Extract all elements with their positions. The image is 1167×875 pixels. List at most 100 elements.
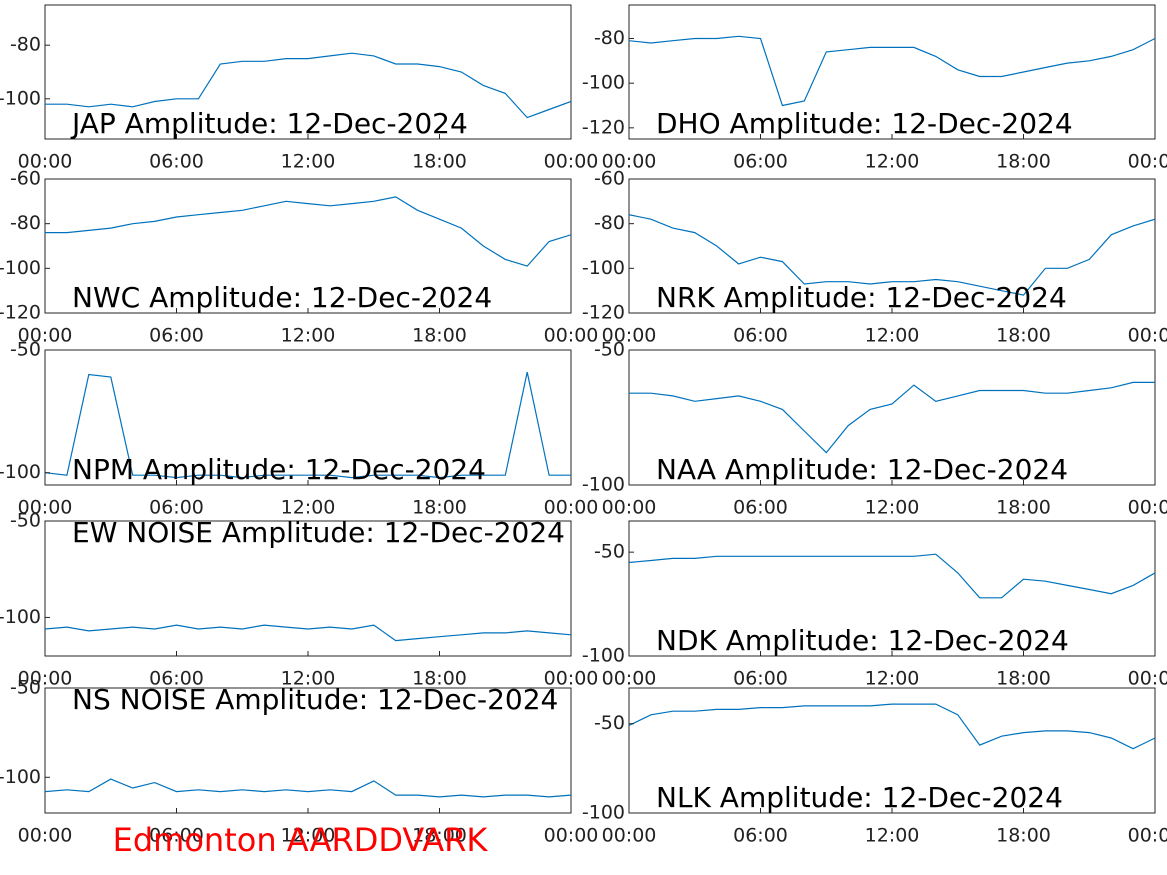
- x-tick-label: 00:00: [602, 151, 657, 173]
- panel: -100 -50 00:00 06:00 12:00 18:00 00:00 NLK Ampl…: [582, 687, 1167, 847]
- panel: -120 -100 -80 00:00 06:00 12:00 18:00 00:00 DHO …: [582, 4, 1167, 173]
- chart-title: NLK Amplitude: 12-Dec-2024: [656, 781, 1063, 814]
- x-tick-label: 00:00: [544, 825, 599, 847]
- x-tick-label: 00:00: [602, 497, 657, 519]
- y-tick-label: -120: [582, 302, 625, 324]
- y-tick-label: -50: [10, 339, 41, 361]
- y-tick-label: -80: [10, 212, 41, 234]
- y-tick-label: -120: [582, 116, 625, 138]
- x-tick-label: 18:00: [996, 151, 1051, 173]
- x-tick-label: 00:00: [544, 668, 599, 690]
- x-tick-label: 06:00: [733, 668, 788, 690]
- y-tick-label: -80: [594, 212, 625, 234]
- panel: -100 -50 00:00 06:00 12:00 18:00 00:00 NAA Ampl…: [582, 339, 1167, 519]
- y-tick-label: -100: [582, 645, 625, 667]
- x-tick-label: 18:00: [996, 325, 1051, 347]
- chart-title: NAA Amplitude: 12-Dec-2024: [656, 453, 1068, 486]
- x-tick-label: 06:00: [733, 325, 788, 347]
- x-tick-label: 00:00: [18, 825, 73, 847]
- x-tick-label: 18:00: [412, 151, 467, 173]
- y-tick-label: -100: [582, 72, 625, 94]
- chart-title: NS NOISE Amplitude: 12-Dec-2024: [72, 683, 558, 716]
- x-tick-label: 00:00: [1128, 825, 1167, 847]
- y-tick-label: -100: [582, 802, 625, 824]
- x-tick-label: 00:00: [602, 668, 657, 690]
- signal-line: [45, 371, 571, 479]
- x-tick-label: 00:00: [1128, 151, 1167, 173]
- x-tick-label: 06:00: [149, 825, 204, 847]
- chart-title: NPM Amplitude: 12-Dec-2024: [72, 453, 486, 486]
- signal-line: [45, 624, 571, 642]
- panel: -100 -50 00:00 06:00 12:00 18:00 00:00 NPM Ampl…: [0, 339, 598, 519]
- x-tick-label: 00:00: [18, 151, 73, 173]
- y-tick-label: -120: [0, 302, 41, 324]
- x-tick-label: 18:00: [412, 668, 467, 690]
- y-tick-label: -100: [0, 461, 41, 483]
- x-tick-label: 06:00: [149, 325, 204, 347]
- x-tick-label: 12:00: [865, 151, 920, 173]
- x-tick-label: 12:00: [281, 497, 336, 519]
- x-tick-label: 12:00: [865, 497, 920, 519]
- panel: -120 -100 -80 -60 00:00 06:00 12:00 18:00 00:00 N…: [0, 168, 598, 347]
- x-tick-label: 06:00: [149, 668, 204, 690]
- chart-title: NDK Amplitude: 12-Dec-2024: [656, 624, 1069, 657]
- x-tick-label: 18:00: [996, 668, 1051, 690]
- x-tick-label: 12:00: [865, 325, 920, 347]
- x-tick-label: 12:00: [281, 151, 336, 173]
- x-tick-label: 18:00: [996, 825, 1051, 847]
- signal-line: [629, 703, 1155, 750]
- y-tick-label: -100: [582, 257, 625, 279]
- x-tick-label: 00:00: [544, 151, 599, 173]
- panel: -100 -50 00:00 06:00 12:00 18:00 00:00 EW NOISE…: [0, 510, 598, 690]
- chart-title: NRK Amplitude: 12-Dec-2024: [656, 281, 1067, 314]
- x-tick-label: 00:00: [544, 497, 599, 519]
- chart-title: EW NOISE Amplitude: 12-Dec-2024: [72, 516, 565, 549]
- y-tick-label: -50: [594, 712, 625, 734]
- caption: Edmonton AARDDVARK: [113, 821, 489, 859]
- x-tick-label: 00:00: [544, 325, 599, 347]
- x-tick-label: 18:00: [412, 825, 467, 847]
- panel: -100 -80 00:00 06:00 12:00 18:00 00:00 JAP Ampl…: [0, 4, 599, 173]
- x-tick-label: 06:00: [733, 497, 788, 519]
- x-tick-label: 00:00: [18, 325, 73, 347]
- y-tick-label: -50: [10, 677, 41, 699]
- panel: -120 -100 -80 -60 00:00 06:00 12:00 18:00 00:00 N…: [582, 168, 1167, 347]
- y-tick-label: -100: [0, 606, 41, 628]
- y-tick-label: -50: [10, 510, 41, 532]
- x-tick-label: 00:00: [1128, 325, 1167, 347]
- y-tick-label: -50: [594, 541, 625, 563]
- x-tick-label: 12:00: [865, 825, 920, 847]
- signal-line: [629, 381, 1155, 454]
- signal-line: [45, 52, 571, 119]
- chart-title: NWC Amplitude: 12-Dec-2024: [72, 281, 492, 314]
- signal-line: [629, 35, 1155, 107]
- x-tick-label: 18:00: [996, 497, 1051, 519]
- x-tick-label: 18:00: [412, 497, 467, 519]
- y-tick-label: -80: [10, 34, 41, 56]
- x-tick-label: 12:00: [865, 668, 920, 690]
- y-tick-label: -100: [0, 257, 41, 279]
- x-tick-label: 00:00: [1128, 668, 1167, 690]
- chart-title: JAP Amplitude: 12-Dec-2024: [70, 107, 468, 140]
- x-tick-label: 12:00: [281, 825, 336, 847]
- x-tick-label: 00:00: [18, 497, 73, 519]
- y-tick-label: -50: [594, 339, 625, 361]
- x-tick-label: 06:00: [733, 151, 788, 173]
- y-tick-label: -80: [594, 27, 625, 49]
- panel: -100 -50 00:00 06:00 12:00 18:00 00:00 NDK Ampl…: [582, 520, 1167, 690]
- x-tick-label: 00:00: [18, 668, 73, 690]
- x-tick-label: 18:00: [412, 325, 467, 347]
- chart-title: DHO Amplitude: 12-Dec-2024: [656, 107, 1073, 140]
- x-tick-label: 12:00: [281, 668, 336, 690]
- signal-line: [45, 196, 571, 267]
- x-tick-label: 06:00: [149, 151, 204, 173]
- signal-line: [45, 778, 571, 798]
- x-tick-label: 00:00: [602, 325, 657, 347]
- y-tick-label: -100: [0, 766, 41, 788]
- x-tick-label: 12:00: [281, 325, 336, 347]
- panel: -100 -50 00:00 06:00 12:00 18:00 00:00 NS NOISE…: [0, 677, 598, 847]
- y-tick-label: -60: [594, 168, 625, 190]
- x-tick-label: 00:00: [1128, 497, 1167, 519]
- x-tick-label: 06:00: [149, 497, 204, 519]
